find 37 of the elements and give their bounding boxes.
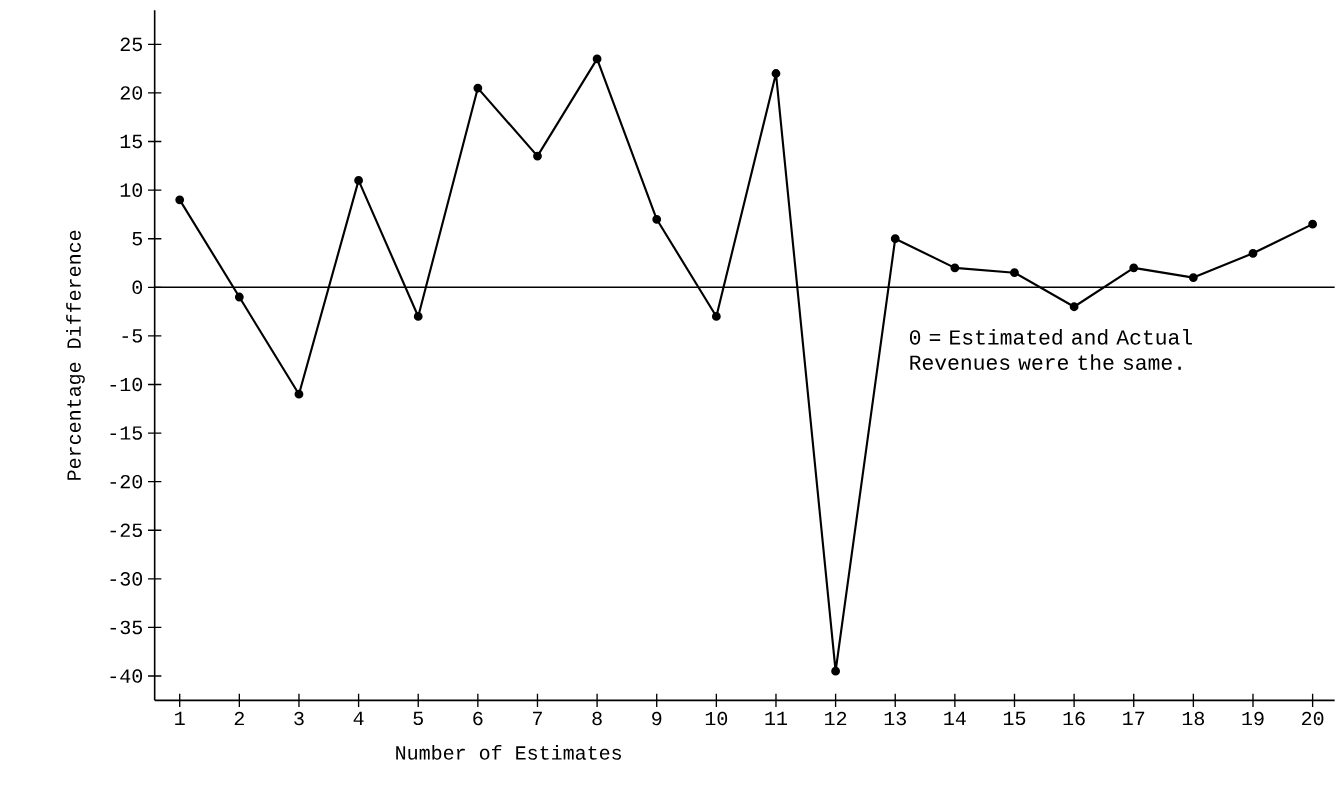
y-tick-label: -30 <box>110 572 143 586</box>
x-tick-label: 13 <box>884 711 906 726</box>
y-tick-label: 25 <box>120 37 143 52</box>
x-tick-label: 14 <box>944 711 966 725</box>
y-tick-label: 20 <box>120 86 143 100</box>
y-tick-label: 0 <box>132 280 143 295</box>
y-tick-label: -10 <box>110 377 143 392</box>
x-tick-label: 1 <box>175 711 185 725</box>
y-tick-label: 5 <box>132 232 143 246</box>
x-tick-label: 18 <box>1182 711 1205 726</box>
x-tick-label: 6 <box>473 711 483 726</box>
x-tick-label: 20 <box>1302 711 1324 726</box>
x-tick-label: 11 <box>765 711 787 725</box>
y-tick-label: -15 <box>110 426 143 440</box>
x-tick-label: 15 <box>1003 711 1026 726</box>
y-axis-title: Percentage Difference <box>66 230 85 480</box>
x-tick-label: 12 <box>825 711 847 726</box>
x-tick-label: 4 <box>353 711 364 725</box>
x-tick-label: 19 <box>1242 711 1264 726</box>
x-tick-label: 2 <box>234 711 244 726</box>
y-tick-label: 10 <box>120 183 143 197</box>
x-tick-label: 16 <box>1063 711 1085 726</box>
x-tick-label: 8 <box>592 711 602 726</box>
x-axis-title: Number of Estimates <box>396 745 622 760</box>
y-tick-label: 15 <box>120 134 143 149</box>
x-tick-label: 17 <box>1123 711 1145 725</box>
x-tick-label: 5 <box>413 711 423 726</box>
y-tick-label: -35 <box>110 620 143 635</box>
x-tick-label: 10 <box>705 711 728 726</box>
y-tick-label: -5 <box>122 329 143 343</box>
x-tick-label: 9 <box>652 711 662 726</box>
y-tick-label: -40 <box>110 669 143 683</box>
annotation: 0 = Estimated and Actual Revenues were the same. <box>909 329 1192 370</box>
y-tick-label: -25 <box>110 523 143 538</box>
x-tick-label: 3 <box>294 711 304 726</box>
x-tick-label: 7 <box>533 711 542 725</box>
y-tick-label: -20 <box>110 474 143 489</box>
